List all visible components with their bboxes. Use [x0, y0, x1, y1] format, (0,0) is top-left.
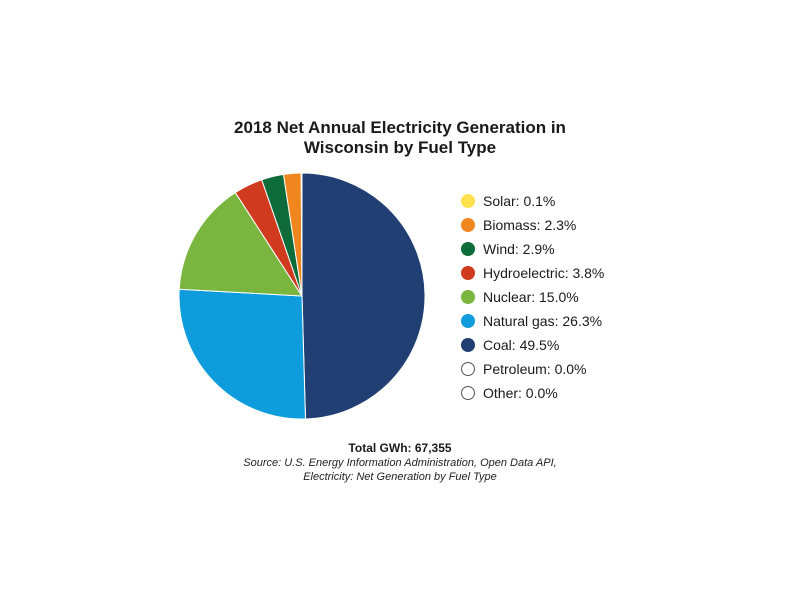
- source-line-1: Source: U.S. Energy Information Administ…: [243, 457, 557, 469]
- legend-swatch-nuclear: [461, 290, 475, 304]
- legend-swatch-other: [461, 386, 475, 400]
- legend-item-biomass: Biomass: 2.3%: [461, 213, 604, 237]
- pie-slice-coal: [301, 172, 426, 420]
- legend-item-coal: Coal: 49.5%: [461, 333, 604, 357]
- legend-item-wind: Wind: 2.9%: [461, 237, 604, 261]
- legend-item-natural-gas: Natural gas: 26.3%: [461, 309, 604, 333]
- chart-title-line-2: Wisconsin by Fuel Type: [303, 138, 497, 157]
- legend-swatch-biomass: [461, 218, 475, 232]
- chart-footer: Total GWh: 67,355 Source: U.S. Energy In…: [0, 441, 800, 484]
- legend-item-nuclear: Nuclear: 15.0%: [461, 285, 604, 309]
- legend-swatch-coal: [461, 338, 475, 352]
- legend-label-coal: Coal: 49.5%: [483, 337, 560, 353]
- legend-label-solar: Solar: 0.1%: [483, 193, 556, 209]
- legend-swatch-hydroelectric: [461, 266, 475, 280]
- legend-swatch-natural-gas: [461, 314, 475, 328]
- pie-slice-nuclear: [178, 191, 303, 297]
- legend-swatch-solar: [461, 194, 475, 208]
- legend-swatch-wind: [461, 242, 475, 256]
- chart-title-line-1: 2018 Net Annual Electricity Generation i…: [234, 118, 566, 137]
- chart-title: 2018 Net Annual Electricity Generation i…: [0, 118, 800, 158]
- legend: Solar: 0.1% Biomass: 2.3% Wind: 2.9% Hydroe…: [461, 189, 604, 405]
- pie-chart: [178, 172, 426, 420]
- legend-label-biomass: Biomass: 2.3%: [483, 217, 577, 233]
- legend-label-hydroelectric: Hydroelectric: 3.8%: [483, 265, 605, 281]
- legend-label-petroleum: Petroleum: 0.0%: [483, 361, 587, 377]
- legend-label-natural-gas: Natural gas: 26.3%: [483, 313, 603, 329]
- pie-slice-natural-gas: [178, 288, 306, 420]
- legend-label-other: Other: 0.0%: [483, 385, 558, 401]
- legend-label-nuclear: Nuclear: 15.0%: [483, 289, 579, 305]
- source-line-2: Electricity: Net Generation by Fuel Type: [303, 471, 497, 483]
- legend-item-solar: Solar: 0.1%: [461, 189, 604, 213]
- legend-item-hydroelectric: Hydroelectric: 3.8%: [461, 261, 604, 285]
- legend-item-petroleum: Petroleum: 0.0%: [461, 357, 604, 381]
- legend-label-wind: Wind: 2.9%: [483, 241, 555, 257]
- total-gwh: Total GWh: 67,355: [348, 441, 452, 455]
- legend-swatch-petroleum: [461, 362, 475, 376]
- pie-slice-solar: [300, 172, 303, 297]
- legend-item-other: Other: 0.0%: [461, 381, 604, 405]
